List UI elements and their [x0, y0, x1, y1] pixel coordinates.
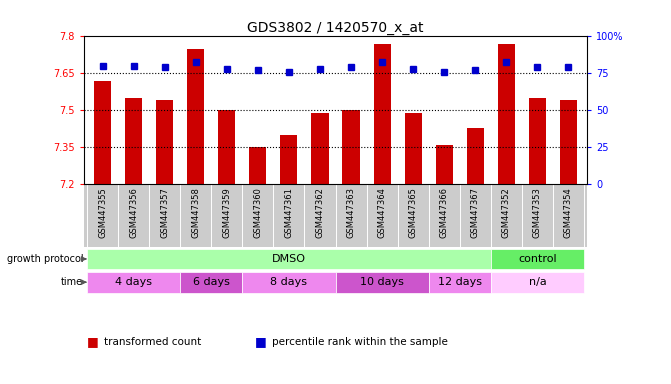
Bar: [180, 272, 242, 293]
Bar: [187, 49, 204, 184]
Bar: [242, 272, 336, 293]
Bar: [529, 98, 546, 184]
Bar: [87, 272, 180, 293]
Bar: [374, 44, 391, 184]
Text: 12 days: 12 days: [437, 277, 482, 287]
Text: GSM447354: GSM447354: [564, 187, 573, 238]
Text: GSM447364: GSM447364: [378, 187, 386, 238]
Text: GSM447367: GSM447367: [471, 187, 480, 238]
Bar: [429, 272, 491, 293]
Text: GSM447362: GSM447362: [315, 187, 325, 238]
Text: 8 days: 8 days: [270, 277, 307, 287]
Text: GSM447363: GSM447363: [346, 187, 356, 238]
Text: GSM447359: GSM447359: [222, 187, 231, 238]
Text: GSM447357: GSM447357: [160, 187, 169, 238]
Text: GSM447353: GSM447353: [533, 187, 542, 238]
Text: 10 days: 10 days: [360, 277, 404, 287]
Text: GSM447360: GSM447360: [254, 187, 262, 238]
Bar: [125, 98, 142, 184]
Bar: [498, 44, 515, 184]
Bar: [94, 81, 111, 184]
Bar: [156, 101, 173, 184]
Text: control: control: [518, 254, 557, 264]
Text: percentile rank within the sample: percentile rank within the sample: [272, 337, 448, 347]
Title: GDS3802 / 1420570_x_at: GDS3802 / 1420570_x_at: [247, 22, 424, 35]
Bar: [336, 272, 429, 293]
Bar: [405, 113, 421, 184]
Text: GSM447355: GSM447355: [98, 187, 107, 238]
Bar: [435, 145, 453, 184]
Text: time: time: [61, 277, 83, 287]
Bar: [467, 127, 484, 184]
Bar: [87, 248, 491, 270]
Text: DMSO: DMSO: [272, 254, 306, 264]
Text: ■: ■: [255, 335, 267, 348]
Bar: [491, 248, 584, 270]
Text: transformed count: transformed count: [104, 337, 201, 347]
Text: growth protocol: growth protocol: [7, 254, 83, 264]
Bar: [218, 110, 236, 184]
Text: n/a: n/a: [529, 277, 546, 287]
Text: GSM447366: GSM447366: [440, 187, 449, 238]
Text: GSM447356: GSM447356: [129, 187, 138, 238]
Bar: [280, 135, 297, 184]
Bar: [491, 272, 584, 293]
Text: GSM447365: GSM447365: [409, 187, 417, 238]
Bar: [560, 101, 577, 184]
Text: GSM447358: GSM447358: [191, 187, 200, 238]
Text: ■: ■: [87, 335, 99, 348]
Text: GSM447352: GSM447352: [502, 187, 511, 238]
Text: GSM447361: GSM447361: [285, 187, 293, 238]
Text: 4 days: 4 days: [115, 277, 152, 287]
Bar: [342, 110, 360, 184]
Bar: [250, 147, 266, 184]
Text: 6 days: 6 days: [193, 277, 229, 287]
Bar: [311, 113, 329, 184]
